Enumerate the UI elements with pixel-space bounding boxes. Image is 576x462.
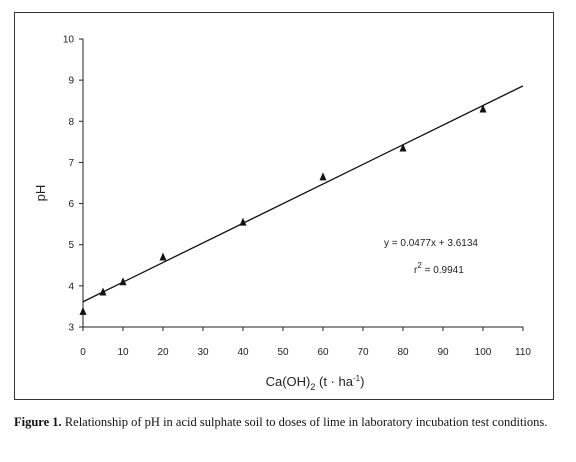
x-tick-label: 10 — [117, 347, 129, 358]
data-point-marker — [99, 287, 107, 296]
x-axis-title-units-superscript: -1 — [353, 374, 361, 383]
r-squared-symbol: r — [414, 265, 418, 276]
x-tick-label: 60 — [317, 347, 329, 358]
figure-caption-text: Relationship of pH in acid sulphate soil… — [61, 415, 548, 429]
y-tick-label: 5 — [68, 240, 74, 251]
regression-equation: y = 0.0477x + 3.6134 — [384, 238, 478, 249]
data-point-marker — [159, 252, 167, 261]
x-axis-title-subscript: 2 — [310, 382, 315, 392]
data-point-marker — [79, 306, 87, 315]
x-tick-label: 0 — [80, 347, 86, 358]
r-squared-superscript: 2 — [417, 261, 422, 270]
x-tick-label: 80 — [397, 347, 409, 358]
y-tick-label: 9 — [68, 76, 74, 87]
r-squared-value: = 0.9941 — [422, 265, 464, 276]
x-tick-label: 20 — [157, 347, 169, 358]
x-tick-label: 70 — [357, 347, 369, 358]
r-squared: r2 = 0.9941 — [414, 261, 464, 276]
y-tick-label: 10 — [63, 35, 75, 46]
data-point-marker — [239, 217, 247, 226]
x-tick-label: 90 — [437, 347, 449, 358]
chart-frame: 3 4 5 6 7 8 9 10 0 10 20 30 40 50 60 70 80 90 100 110 pH Ca… — [14, 12, 554, 400]
data-point-marker — [479, 104, 487, 113]
x-axis-title-units-close: ) — [360, 374, 364, 389]
regression-line — [82, 85, 524, 303]
figure-caption: Figure 1. Relationship of pH in acid sul… — [14, 414, 562, 431]
y-tick-label: 7 — [68, 158, 74, 169]
y-tick-label: 4 — [68, 281, 74, 292]
figure-label: Figure 1. — [14, 415, 62, 429]
x-tick-label: 40 — [237, 347, 249, 358]
data-point-marker — [119, 277, 127, 286]
y-axis-title: pH — [33, 185, 48, 202]
y-tick-label: 8 — [68, 117, 74, 128]
data-point-marker — [399, 143, 407, 152]
y-tick-label: 3 — [68, 323, 74, 334]
x-tick-label: 30 — [197, 347, 209, 358]
x-tick-label: 100 — [475, 347, 492, 358]
x-tick-label: 110 — [515, 347, 531, 358]
x-axis-title: Ca(OH)2 (t · ha-1) — [266, 374, 365, 392]
y-tick-label: 6 — [68, 199, 74, 210]
x-axis-title-main: Ca(OH) — [266, 374, 311, 389]
x-tick-label: 50 — [277, 347, 289, 358]
data-point-marker — [319, 172, 327, 181]
x-axis-title-units: (t · ha — [315, 374, 353, 389]
